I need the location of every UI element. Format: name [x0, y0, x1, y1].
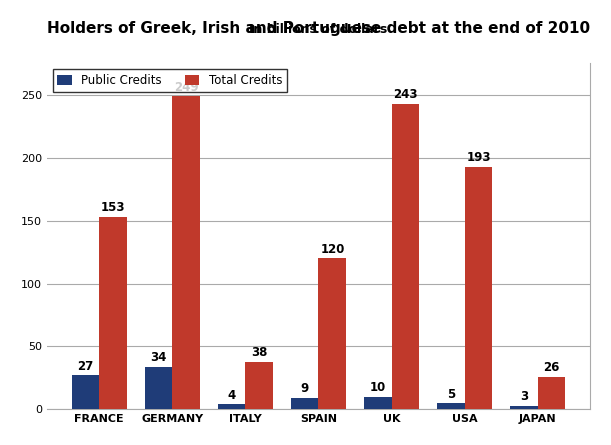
- Bar: [291, 398, 318, 409]
- Bar: [510, 405, 538, 409]
- Bar: [246, 361, 273, 409]
- Text: 26: 26: [543, 361, 560, 374]
- Text: 120: 120: [320, 243, 345, 256]
- Bar: [99, 217, 127, 409]
- Bar: [392, 104, 419, 409]
- Bar: [364, 397, 392, 409]
- Bar: [318, 259, 346, 409]
- Text: In billions of dollars: In billions of dollars: [249, 23, 387, 36]
- Text: 243: 243: [393, 88, 418, 101]
- Bar: [218, 404, 246, 409]
- Text: Holders of Greek, Irish and Portuguese debt at the end of 2010: Holders of Greek, Irish and Portuguese d…: [47, 21, 590, 36]
- Text: 193: 193: [466, 151, 491, 164]
- Text: 4: 4: [227, 389, 236, 402]
- Text: 249: 249: [174, 81, 199, 93]
- Bar: [464, 166, 492, 409]
- Bar: [538, 376, 565, 409]
- Text: 10: 10: [370, 381, 386, 394]
- Bar: [145, 367, 172, 409]
- Bar: [71, 375, 99, 409]
- Text: 5: 5: [447, 388, 455, 400]
- Text: 27: 27: [77, 360, 93, 373]
- Text: 9: 9: [301, 382, 309, 396]
- Text: 38: 38: [251, 346, 268, 359]
- Legend: Public Credits, Total Credits: Public Credits, Total Credits: [53, 69, 287, 92]
- Text: 34: 34: [150, 351, 167, 364]
- Bar: [437, 403, 464, 409]
- Text: 3: 3: [520, 390, 528, 403]
- Bar: [172, 96, 200, 409]
- Text: 153: 153: [101, 201, 125, 214]
